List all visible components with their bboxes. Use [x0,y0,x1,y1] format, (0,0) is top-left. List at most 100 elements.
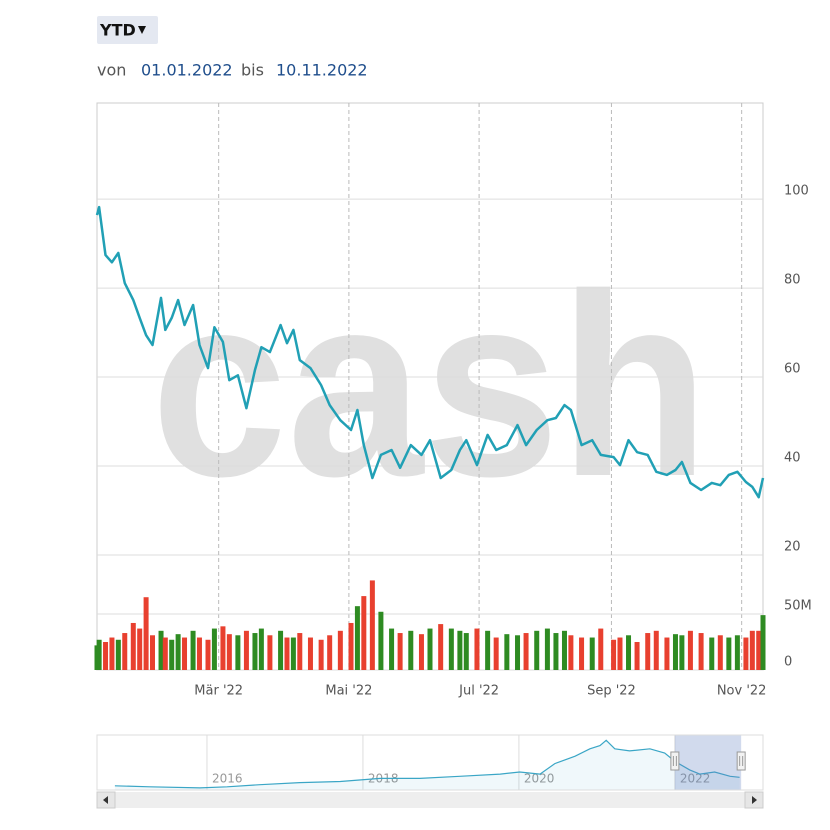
volume-bar [515,635,521,670]
from-date[interactable]: 01.01.2022 [141,61,233,80]
volume-bar [617,637,623,670]
volume-bar [756,630,762,670]
volume-bar [553,633,559,670]
volume-bar [182,637,188,670]
volume-bar [235,635,241,670]
volume-bar [361,596,367,670]
volume-bar [196,637,202,670]
volume-bar [463,633,469,670]
volume-bar [211,628,217,670]
volume-bar [162,637,168,670]
volume-bar [258,628,264,670]
volume-bar [726,637,732,670]
x-tick-label: Nov '22 [717,684,767,699]
volume-bar [122,633,128,670]
range-button[interactable] [97,16,158,44]
navigator-line [114,739,740,789]
volume-bar [284,637,290,670]
volume-bar [318,639,324,670]
y-tick-label: 40 [784,451,801,466]
volume-bar [457,630,463,670]
y-tick-label: 50M [784,599,812,614]
volume-bar [664,637,670,670]
volume-bar [150,635,155,670]
scroll-right-arrow[interactable] [752,796,757,804]
volume-bar [679,635,685,670]
volume-bar [130,622,136,670]
y-tick-label: 80 [784,273,801,288]
scroll-left-arrow[interactable] [103,796,108,804]
y-tick-label: 20 [784,540,801,555]
volume-bar [504,634,510,670]
volume-bar [109,637,115,670]
volume-bar [115,639,121,670]
volume-bar [96,639,102,670]
volume-bar [369,580,375,670]
volume-bar [645,633,651,670]
volume-bar [354,606,360,670]
navigator-handle[interactable] [670,751,680,771]
volume-bar [544,628,550,670]
range-button-label[interactable]: YTD [99,21,136,40]
volume-bar [190,630,196,670]
volume-bar [653,630,659,670]
x-tick-label: Mär '22 [194,684,243,699]
volume-bar [143,597,149,670]
navigator-selection[interactable] [674,735,742,790]
volume-bar [378,611,384,670]
price-line [95,205,765,499]
volume-bar [169,639,175,670]
volume-bar [743,637,749,670]
volume-bar [568,635,574,670]
volume-bar [598,628,604,670]
x-tick-label: 2020 [524,772,555,786]
volume-bar [485,630,491,670]
y-tick-label: 100 [784,184,809,199]
volume-bar [103,642,109,670]
volume-bar [672,634,678,670]
volume-bar [226,634,232,670]
volume-bar [418,634,424,670]
to-date[interactable]: 10.11.2022 [276,61,368,80]
scrollbar-track[interactable] [97,792,763,808]
y-tick-label: 0 [784,655,792,670]
volume-bar [290,637,296,670]
volume-bar [337,630,343,670]
volume-bar [760,615,766,670]
navigator-handle[interactable] [736,751,746,771]
watermark: cash [151,241,709,531]
navigator-frame [96,734,764,791]
volume-bar [278,630,284,670]
volume-bar [327,635,333,670]
volume-bar [158,630,164,670]
volume-bar [427,628,433,670]
volume-bar [389,628,395,670]
volume-bar [438,624,444,670]
volume-bar [474,628,480,670]
volume-bar [397,633,403,670]
volume-bar [579,637,585,670]
volume-bar [348,622,354,670]
volume-bar [717,635,723,670]
volume-bar [297,633,303,670]
volume-bar [561,630,567,670]
volume-bar [749,630,755,670]
volume-bar [220,626,226,670]
volume-bar [634,642,640,670]
volume-bar [698,633,704,670]
y-tick-label: 60 [784,362,801,377]
x-tick-label: 2022 [680,772,711,786]
volume-bar [734,635,740,670]
volume-bar [243,630,249,670]
volume-bar [252,633,258,670]
volume-bar [267,635,273,670]
dropdown-arrow[interactable] [138,26,146,34]
chart-layer: 20 40 60 80 100 Mär '22 Mai '22 Jul '22 Sep '22 N… [94,103,812,808]
volume-bar [205,639,211,670]
x-tick-label: Jul '22 [458,684,499,699]
volume-bar [307,637,313,670]
volume-bar [589,637,595,670]
volume-bar [408,630,414,670]
